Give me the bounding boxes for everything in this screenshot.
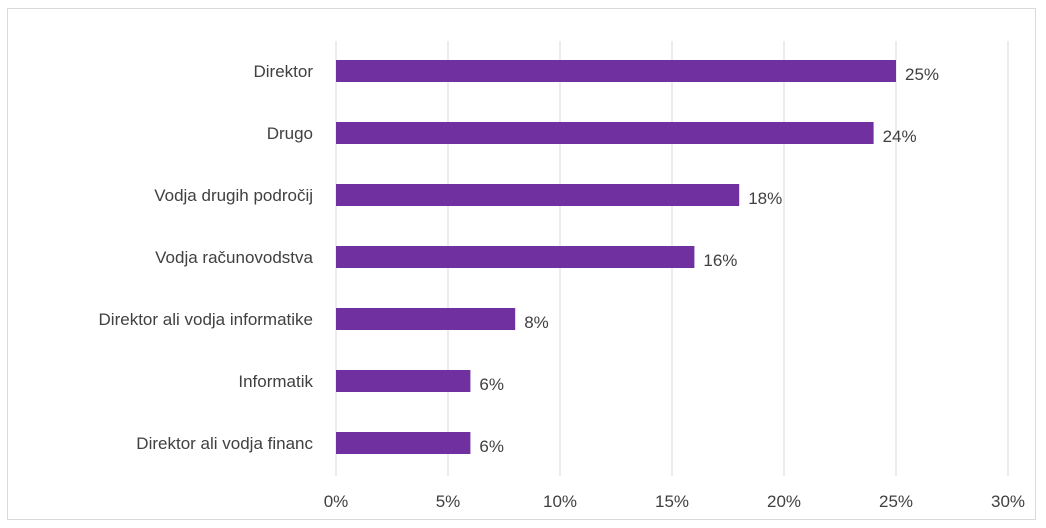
- category-label: Informatik: [238, 372, 313, 391]
- x-tick-label: 20%: [767, 492, 801, 511]
- bar: [336, 246, 695, 268]
- data-label: 18%: [748, 189, 782, 208]
- x-tick-label: 10%: [543, 492, 577, 511]
- data-label: 6%: [479, 375, 504, 394]
- bar: [336, 122, 874, 144]
- bars: [336, 60, 896, 454]
- data-label: 25%: [905, 65, 939, 84]
- category-label: Direktor ali vodja informatike: [99, 310, 313, 329]
- bar: [336, 60, 896, 82]
- bar: [336, 184, 740, 206]
- category-label: Vodja računovodstva: [155, 248, 313, 267]
- bar: [336, 432, 471, 454]
- data-label: 16%: [703, 251, 737, 270]
- category-label: Direktor: [253, 62, 313, 81]
- category-label: Drugo: [267, 124, 313, 143]
- category-label: Direktor ali vodja financ: [136, 434, 313, 453]
- bar: [336, 370, 471, 392]
- bar: [336, 308, 516, 330]
- data-label: 6%: [479, 437, 504, 456]
- chart-area: Direktor Drugo Vodja drugih področij Vodja …: [7, 8, 1036, 520]
- category-label: Vodja drugih področij: [154, 186, 313, 205]
- bar-chart: Direktor Drugo Vodja drugih področij Vodja …: [99, 41, 1025, 511]
- category-labels: Direktor Drugo Vodja drugih področij Vodja …: [99, 62, 314, 453]
- x-tick-label: 5%: [436, 492, 461, 511]
- data-label: 8%: [524, 313, 549, 332]
- x-tick-label: 0%: [324, 492, 349, 511]
- data-label: 24%: [883, 127, 917, 146]
- x-tick-label: 30%: [991, 492, 1025, 511]
- x-axis-tick-labels: 0% 5% 10% 15% 20% 25% 30%: [324, 492, 1025, 511]
- x-tick-label: 25%: [879, 492, 913, 511]
- x-tick-label: 15%: [655, 492, 689, 511]
- data-labels: 25% 24% 18% 16% 8% 6% 6%: [479, 65, 939, 456]
